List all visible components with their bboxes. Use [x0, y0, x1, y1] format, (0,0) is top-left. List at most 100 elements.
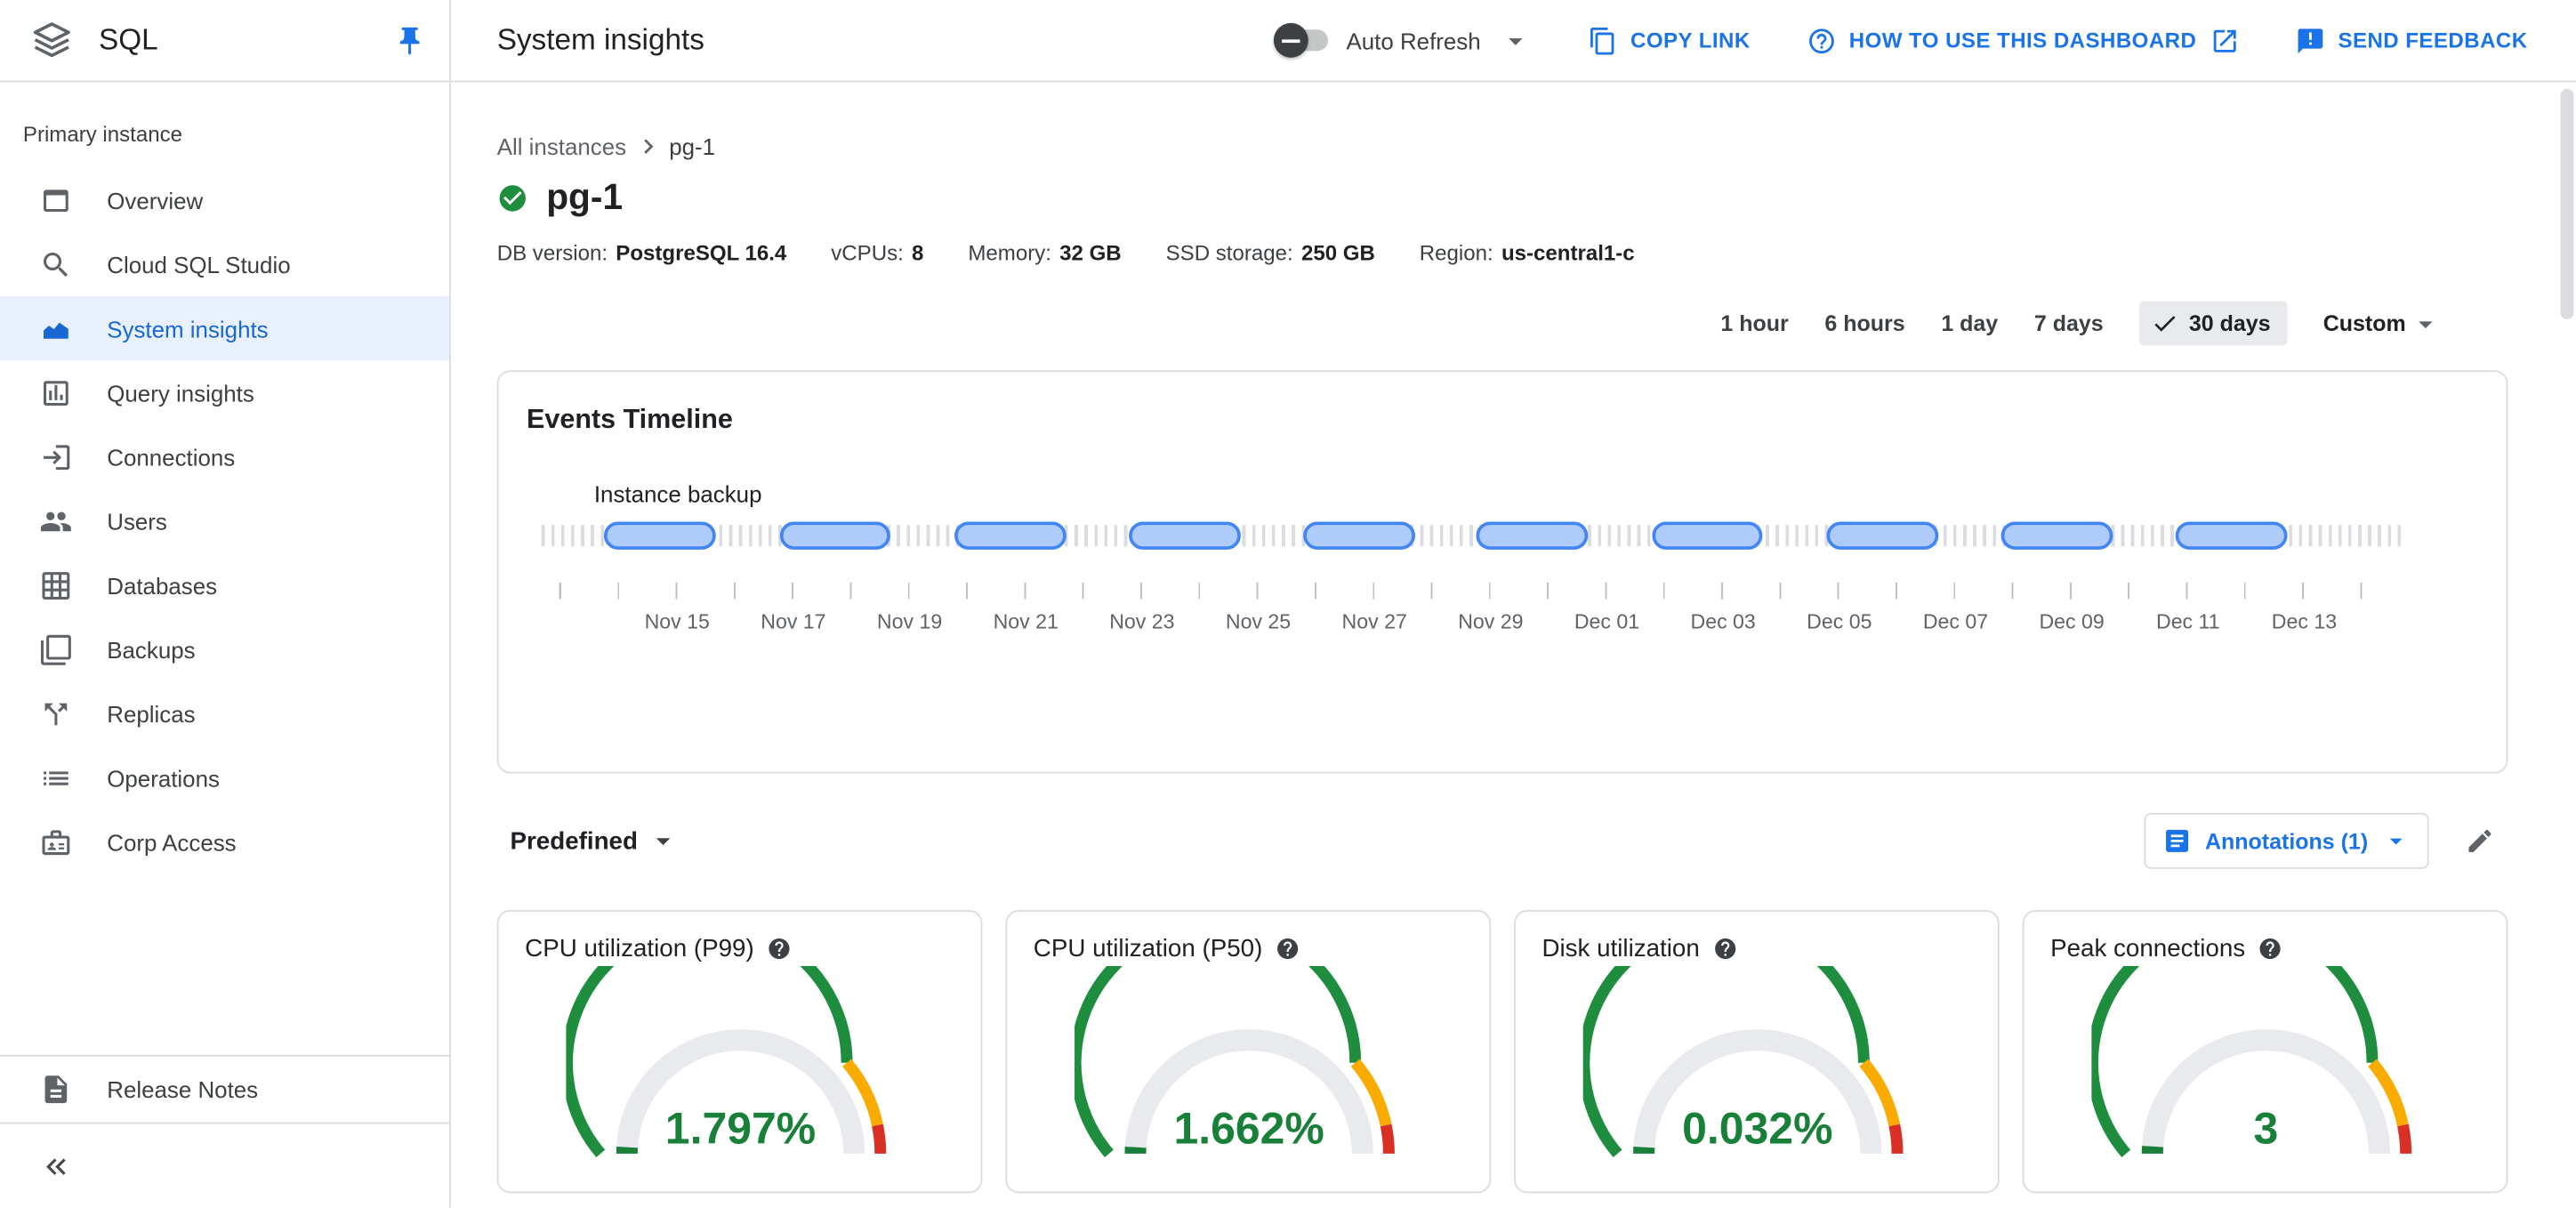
sidebar-item-label: Cloud SQL Studio — [107, 251, 291, 278]
page-title: System insights — [496, 22, 704, 56]
time-range-custom[interactable]: Custom — [2323, 307, 2443, 340]
axis-tick-label: Dec 01 — [1574, 610, 1640, 634]
metric-card-title: Peak connections — [2050, 934, 2246, 963]
backup-event-marker[interactable] — [1129, 521, 1241, 550]
sidebar-item-system-insights[interactable]: System insights — [0, 296, 450, 361]
metric-cards-row: CPU utilization (P99) 1.797% CPU utilizati… — [496, 910, 2508, 1194]
sidebar-item-cloud-sql-studio[interactable]: Cloud SQL Studio — [0, 232, 449, 296]
backup-event-marker[interactable] — [2176, 521, 2288, 550]
sidebar-item-users[interactable]: Users — [0, 488, 449, 552]
annotations-button[interactable]: Annotations (1) — [2144, 812, 2429, 869]
time-range-selector: 1 hour 6 hours 1 day 7 days 30 days Custom — [497, 301, 2508, 346]
sql-studio-icon — [39, 247, 72, 280]
instance-title-row: pg-1 — [497, 176, 2576, 219]
backup-event-marker[interactable] — [1651, 521, 1764, 550]
backup-event-marker[interactable] — [604, 521, 717, 550]
gauge-chart: 1.662% — [1074, 965, 1394, 1158]
metric-card-header: Disk utilization — [1542, 935, 1971, 962]
axis-tick-label: Nov 21 — [993, 610, 1059, 634]
timeline-axis-labels: Nov 15 Nov 17 Nov 19 Nov 21 Nov 23 Nov 25 Nov … — [542, 610, 2402, 635]
metric-card-cpu-utilization-p50: CPU utilization (P50) 1.662% — [1005, 910, 1492, 1194]
metric-card-disk-utilization: Disk utilization 0.032% — [1514, 910, 2000, 1194]
users-icon — [39, 504, 72, 537]
collapse-sidebar-icon[interactable] — [39, 1149, 72, 1182]
connections-icon — [39, 440, 72, 473]
feedback-icon — [2295, 26, 2324, 55]
sidebar-item-operations[interactable]: Operations — [0, 745, 449, 809]
copy-icon — [1588, 26, 1617, 55]
how-to-use-dashboard-link[interactable]: HOW TO USE THIS DASHBOARD — [1807, 26, 2240, 55]
edit-pencil-icon[interactable] — [2465, 826, 2494, 856]
auto-refresh-control[interactable]: Auto Refresh — [1274, 22, 1532, 58]
sidebar-item-query-insights[interactable]: Query insights — [0, 360, 449, 424]
sidebar-item-label: Connections — [107, 443, 236, 471]
axis-tick-label: Nov 17 — [761, 610, 826, 634]
replicas-icon — [39, 697, 72, 729]
backup-event-marker[interactable] — [1477, 521, 1589, 550]
sidebar-item-corp-access[interactable]: Corp Access — [0, 809, 449, 874]
help-icon[interactable] — [1276, 937, 1300, 962]
sidebar-bottom: Release Notes — [0, 1054, 450, 1208]
open-in-new-icon — [2210, 26, 2239, 55]
axis-tick-label: Dec 13 — [2271, 610, 2338, 634]
check-icon — [2151, 310, 2178, 337]
content: All instances pg-1 pg-1 DB version: Postg… — [451, 83, 2576, 1208]
metric-card-title: CPU utilization (P99) — [525, 934, 754, 963]
sidebar-item-backups[interactable]: Backups — [0, 617, 449, 681]
backup-event-marker[interactable] — [779, 521, 891, 550]
sidebar-item-label: Replicas — [107, 700, 196, 727]
product-title: SQL — [99, 22, 158, 56]
scrollbar-thumb[interactable] — [2560, 88, 2574, 319]
metric-card-header: Peak connections — [2050, 935, 2480, 962]
axis-tick-label: Dec 05 — [1807, 610, 1872, 634]
send-feedback-button[interactable]: SEND FEEDBACK — [2295, 26, 2527, 55]
metric-card-header: CPU utilization (P50) — [1034, 935, 1463, 962]
metric-card-cpu-utilization-p99: CPU utilization (P99) 1.797% — [496, 910, 983, 1194]
instance-status-ok-icon — [497, 181, 528, 213]
gauge-chart: 1.797% — [565, 965, 886, 1158]
breadcrumb: All instances pg-1 — [497, 132, 2576, 161]
help-icon[interactable] — [768, 937, 793, 962]
topbar-actions: Auto Refresh COPY LINK HOW TO USE THIS D… — [1274, 22, 2528, 58]
timeline-axis-ticks — [541, 582, 2402, 600]
breadcrumb-all-instances[interactable]: All instances — [496, 133, 627, 160]
help-icon — [1807, 26, 1836, 55]
custom-label: Custom — [2322, 310, 2406, 336]
time-range-1-day[interactable]: 1 day — [1941, 310, 1999, 336]
time-range-1-hour[interactable]: 1 hour — [1720, 310, 1789, 336]
events-timeline-title: Events Timeline — [527, 405, 733, 435]
sidebar-item-overview[interactable]: Overview — [0, 168, 449, 232]
backup-event-marker[interactable] — [1303, 521, 1416, 550]
sidebar-item-databases[interactable]: Databases — [0, 553, 449, 617]
backup-event-marker[interactable] — [954, 521, 1067, 550]
sidebar-item-replicas[interactable]: Replicas — [0, 681, 449, 745]
operations-icon — [39, 761, 72, 794]
toggle-knob — [1274, 22, 1308, 58]
gauge-chart: 3 — [2090, 965, 2411, 1158]
sidebar-item-label: System insights — [107, 315, 269, 342]
backup-event-marker[interactable] — [1826, 521, 1938, 550]
release-notes-icon — [39, 1073, 72, 1106]
sidebar-item-release-notes[interactable]: Release Notes — [0, 1054, 450, 1123]
axis-tick-label: Nov 23 — [1109, 610, 1175, 634]
help-icon[interactable] — [2258, 937, 2283, 962]
chevron-down-icon — [2381, 826, 2411, 856]
axis-tick-label: Nov 25 — [1225, 610, 1292, 634]
predefined-dropdown[interactable]: Predefined — [511, 825, 680, 858]
help-icon[interactable] — [1713, 937, 1738, 962]
chevron-down-icon[interactable] — [1499, 24, 1532, 57]
instance-specs: DB version: PostgreSQL 16.4 vCPUs: 8 Memory:… — [497, 240, 2576, 265]
copy-link-button[interactable]: COPY LINK — [1588, 26, 1751, 55]
gauge-value: 3 — [2253, 1104, 2278, 1154]
filter-row: Predefined Annotations (1) — [497, 812, 2508, 869]
pin-icon[interactable] — [393, 24, 426, 57]
copy-link-label: COPY LINK — [1630, 28, 1751, 53]
time-range-7-days[interactable]: 7 days — [2033, 310, 2104, 336]
backup-event-marker[interactable] — [2000, 521, 2113, 550]
sidebar-item-label: Overview — [107, 186, 204, 213]
time-range-30-days[interactable]: 30 days — [2139, 301, 2288, 346]
auto-refresh-toggle[interactable] — [1274, 22, 1329, 58]
gauge-value: 0.032% — [1681, 1104, 1831, 1154]
time-range-6-hours[interactable]: 6 hours — [1824, 310, 1905, 336]
sidebar-item-connections[interactable]: Connections — [0, 424, 449, 488]
